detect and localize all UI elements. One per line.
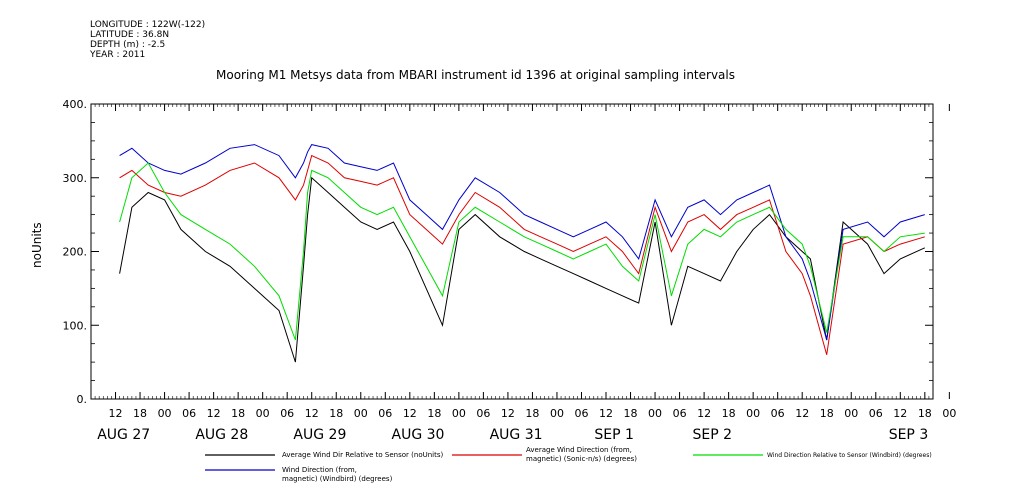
metadata-block: LONGITUDE : 122W(-122) LATITUDE : 36.8N … — [90, 20, 205, 60]
x-date-label: SEP 1 — [594, 427, 634, 443]
x-hour-tick-label: 12 — [795, 407, 809, 420]
x-hour-tick-label: 12 — [599, 407, 613, 420]
series-line-1 — [119, 154, 925, 355]
x-hour-tick-label: 12 — [893, 407, 907, 420]
x-hour-tick-label: 18 — [427, 407, 441, 420]
chart-title: Mooring M1 Metsys data from MBARI instru… — [216, 68, 735, 82]
latitude-label: LATITUDE : 36.8N — [90, 30, 170, 40]
series-line-2 — [119, 162, 925, 341]
y-tick-label: 400. — [63, 98, 88, 111]
x-hour-tick-label: 18 — [133, 407, 147, 420]
x-hour-tick-label: 06 — [869, 407, 883, 420]
x-hour-tick-label: 12 — [207, 407, 221, 420]
y-tick-label: 300. — [63, 172, 88, 185]
x-date-label: AUG 30 — [392, 427, 445, 443]
x-hour-tick-label: 06 — [280, 407, 294, 420]
x-hour-tick-label: 12 — [501, 407, 515, 420]
x-hour-tick-label: 06 — [771, 407, 785, 420]
x-hour-tick-label: 12 — [109, 407, 123, 420]
x-date-label: SEP 2 — [693, 427, 733, 443]
x-hour-tick-label: 18 — [231, 407, 245, 420]
legend-label-black: Average Wind Dir Relative to Sensor (noU… — [282, 451, 444, 459]
x-hour-tick-label: 18 — [918, 407, 932, 420]
y-tick-label: 0. — [77, 393, 88, 406]
x-hour-tick-label: 06 — [378, 407, 392, 420]
x-date-label: AUG 31 — [490, 427, 543, 443]
x-hour-tick-label: 00 — [746, 407, 760, 420]
x-hour-tick-label: 18 — [722, 407, 736, 420]
x-hour-tick-label: 06 — [673, 407, 687, 420]
x-hour-tick-label: 00 — [354, 407, 368, 420]
x-hour-tick-label: 18 — [329, 407, 343, 420]
y-tick-label: 200. — [63, 246, 88, 259]
x-hour-tick-label: 12 — [697, 407, 711, 420]
year-label: YEAR : 2011 — [90, 50, 146, 60]
x-hour-tick-label: 00 — [256, 407, 270, 420]
x-hour-tick-label: 12 — [403, 407, 417, 420]
x-date-label: AUG 29 — [293, 427, 346, 443]
x-hour-tick-label: 00 — [844, 407, 858, 420]
x-hour-tick-label: 12 — [305, 407, 319, 420]
plot-frame — [90, 103, 934, 400]
x-hour-tick-label: 00 — [942, 407, 956, 420]
series-line-3 — [119, 144, 925, 341]
x-hour-tick-label: 06 — [574, 407, 588, 420]
legend-label-blue-2: magnetic) (Windbird) (degrees) — [282, 475, 393, 483]
x-hour-tick-label: 06 — [476, 407, 490, 420]
x-hour-tick-label: 00 — [452, 407, 466, 420]
x-hour-tick-label: 00 — [550, 407, 564, 420]
legend-label-green: Wind Direction Relative to Sensor (Windb… — [767, 452, 932, 459]
longitude-label: LONGITUDE : 122W(-122) — [90, 20, 206, 30]
legend-label-red-2: magnetic) (Sonic-n/s) (degrees) — [526, 455, 638, 463]
series-line-0 — [119, 176, 926, 363]
x-hour-tick-label: 18 — [820, 407, 834, 420]
legend-label-red-1: Average Wind Direction (from, — [526, 446, 632, 454]
x-date-label: AUG 27 — [97, 427, 150, 443]
legend-label-blue-1: Wind Direction (from, — [282, 466, 357, 474]
depth-label: DEPTH (m) : -2.5 — [90, 40, 166, 50]
x-date-label: SEP 3 — [889, 427, 929, 443]
x-date-label: AUG 28 — [195, 427, 248, 443]
x-hour-tick-label: 06 — [182, 407, 196, 420]
x-hour-tick-label: 00 — [158, 407, 172, 420]
y-tick-label: 100. — [63, 319, 88, 332]
x-hour-tick-label: 18 — [624, 407, 638, 420]
x-hour-tick-label: 00 — [648, 407, 662, 420]
x-hour-tick-label: 18 — [525, 407, 539, 420]
